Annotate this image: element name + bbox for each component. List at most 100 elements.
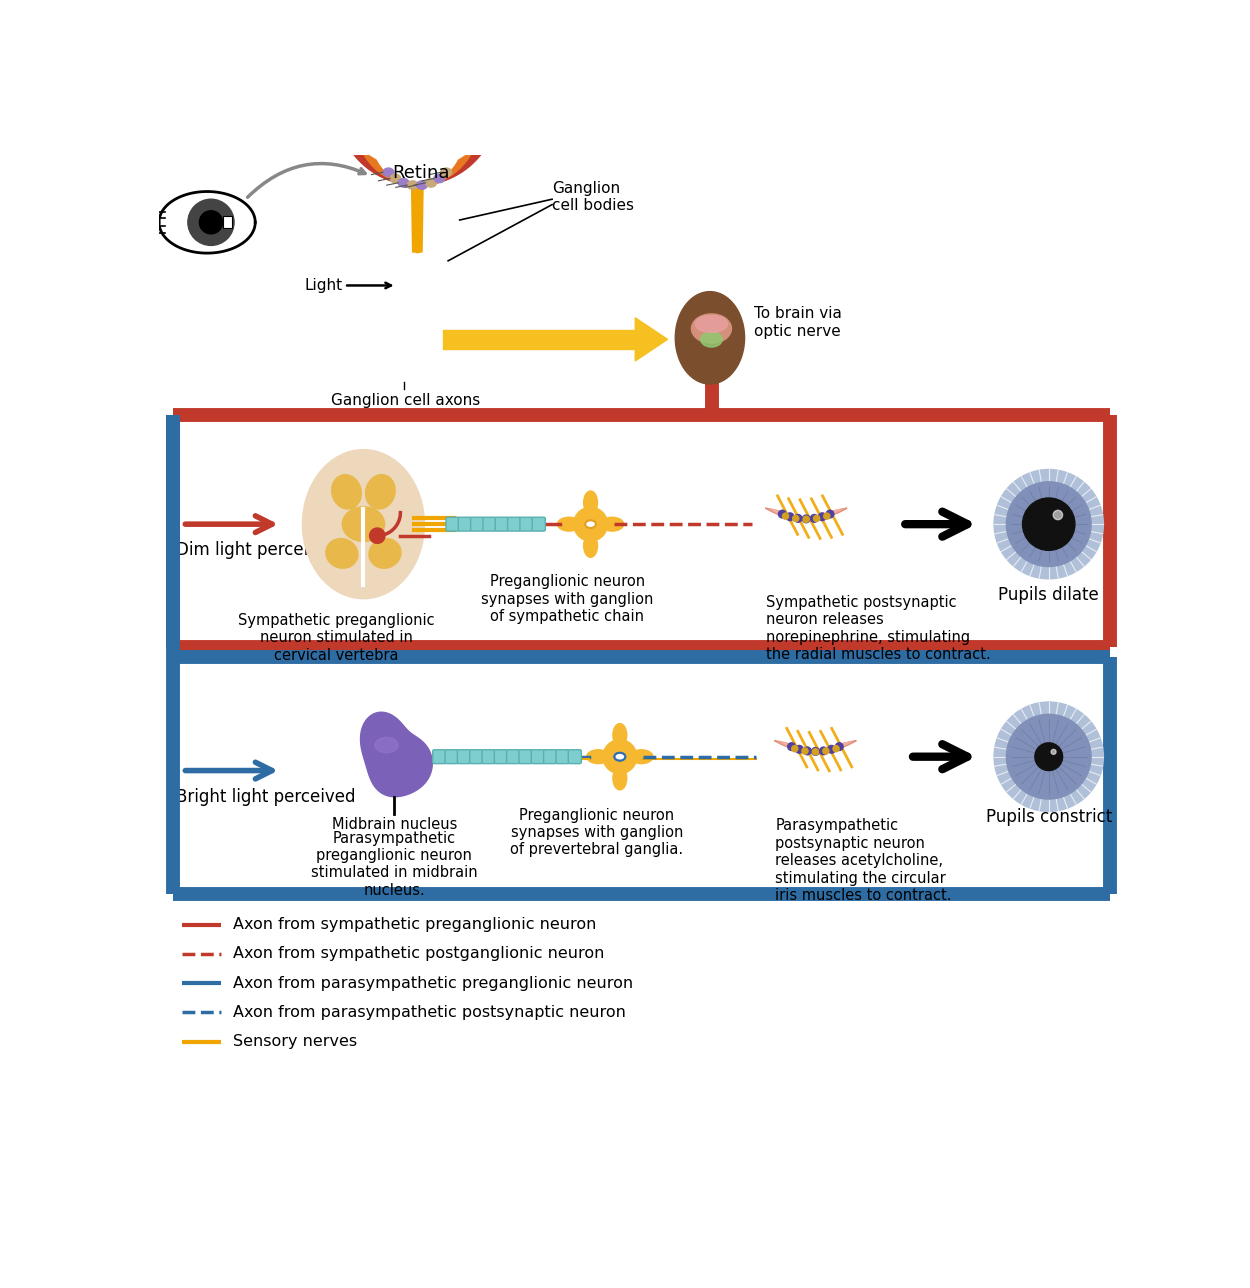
Text: Sensory nerves: Sensory nerves [232, 1034, 356, 1050]
Circle shape [574, 507, 608, 541]
Bar [222, 216, 231, 228]
Text: Pupils dilate: Pupils dilate [999, 586, 1099, 604]
Circle shape [782, 513, 789, 519]
Circle shape [370, 528, 385, 544]
Circle shape [792, 515, 799, 522]
Circle shape [814, 515, 820, 522]
Circle shape [994, 702, 1104, 811]
Text: Axon from parasympathetic postsynaptic neuron: Axon from parasympathetic postsynaptic n… [232, 1005, 625, 1020]
FancyBboxPatch shape [470, 518, 484, 531]
Ellipse shape [342, 507, 385, 541]
Text: Sympathetic postsynaptic
neuron releases
norepinephrine, stimulating
the radial : Sympathetic postsynaptic neuron releases… [766, 595, 991, 662]
Circle shape [1006, 715, 1091, 799]
FancyBboxPatch shape [544, 750, 556, 764]
Circle shape [200, 211, 222, 234]
Ellipse shape [701, 331, 722, 346]
Ellipse shape [600, 518, 624, 531]
Circle shape [812, 748, 819, 755]
Ellipse shape [399, 179, 409, 187]
FancyBboxPatch shape [495, 518, 509, 531]
Circle shape [788, 743, 795, 751]
Circle shape [824, 513, 830, 519]
Circle shape [791, 746, 798, 752]
Text: Light: Light [305, 278, 343, 292]
Circle shape [819, 513, 826, 520]
Ellipse shape [416, 180, 428, 189]
Text: Ganglion
cell bodies: Ganglion cell bodies [552, 180, 634, 213]
Polygon shape [345, 142, 490, 185]
Circle shape [794, 514, 802, 522]
Ellipse shape [441, 167, 451, 176]
Ellipse shape [369, 538, 401, 568]
Text: Axon from parasympathetic preganglionic neuron: Axon from parasympathetic preganglionic … [232, 975, 632, 990]
Ellipse shape [326, 538, 357, 568]
Ellipse shape [584, 491, 598, 514]
Ellipse shape [612, 724, 626, 747]
Circle shape [1051, 750, 1056, 755]
Circle shape [802, 748, 808, 753]
FancyBboxPatch shape [470, 750, 482, 764]
FancyBboxPatch shape [482, 750, 495, 764]
FancyBboxPatch shape [482, 518, 496, 531]
Circle shape [835, 743, 842, 751]
FancyBboxPatch shape [531, 750, 545, 764]
Ellipse shape [365, 475, 395, 509]
Circle shape [802, 516, 809, 523]
Ellipse shape [584, 535, 598, 558]
Text: Parasympathetic
postsynaptic neuron
releases acetylcholine,
stimulating the circ: Parasympathetic postsynaptic neuron rele… [775, 818, 952, 903]
Circle shape [820, 747, 828, 755]
Ellipse shape [331, 475, 361, 509]
FancyBboxPatch shape [506, 750, 520, 764]
FancyBboxPatch shape [569, 750, 581, 764]
Text: Bright light perceived: Bright light perceived [176, 787, 356, 805]
Ellipse shape [691, 314, 731, 343]
Text: Ganglion cell axons: Ganglion cell axons [331, 393, 480, 408]
Circle shape [786, 513, 794, 520]
Circle shape [811, 747, 819, 755]
FancyBboxPatch shape [508, 518, 521, 531]
Ellipse shape [434, 174, 445, 183]
Circle shape [828, 746, 835, 753]
Polygon shape [769, 509, 844, 519]
Circle shape [779, 510, 786, 518]
Ellipse shape [558, 518, 580, 531]
Ellipse shape [695, 316, 728, 332]
Polygon shape [635, 318, 668, 361]
Ellipse shape [586, 750, 610, 764]
Text: Preganglionic neuron
synapses with ganglion
of prevertebral ganglia.: Preganglionic neuron synapses with gangl… [510, 808, 684, 858]
Ellipse shape [615, 753, 625, 760]
Ellipse shape [408, 180, 418, 189]
Text: Retina: Retina [392, 164, 450, 182]
FancyBboxPatch shape [520, 518, 532, 531]
Ellipse shape [375, 738, 398, 753]
Ellipse shape [159, 192, 255, 254]
Circle shape [188, 200, 234, 246]
FancyBboxPatch shape [532, 518, 545, 531]
Text: Sympathetic preganglionic
neuron stimulated in
cervical vertebra: Sympathetic preganglionic neuron stimula… [239, 613, 435, 662]
FancyBboxPatch shape [556, 750, 569, 764]
Circle shape [804, 747, 811, 755]
FancyBboxPatch shape [519, 750, 532, 764]
Circle shape [994, 470, 1104, 578]
Polygon shape [675, 291, 745, 384]
Ellipse shape [630, 750, 652, 764]
FancyBboxPatch shape [459, 518, 471, 531]
Text: Axon from sympathetic postganglionic neuron: Axon from sympathetic postganglionic neu… [232, 947, 604, 961]
FancyBboxPatch shape [432, 750, 446, 764]
Ellipse shape [612, 766, 626, 790]
Ellipse shape [302, 450, 425, 599]
Text: Pupils constrict: Pupils constrict [985, 808, 1111, 826]
Text: Parasympathetic
preganglionic neuron
stimulated in midbrain
nucleus.: Parasympathetic preganglionic neuron sti… [311, 831, 478, 898]
FancyBboxPatch shape [458, 750, 470, 764]
Circle shape [810, 514, 819, 522]
Ellipse shape [426, 179, 436, 187]
Circle shape [602, 739, 636, 774]
Circle shape [795, 746, 802, 753]
Circle shape [1054, 510, 1062, 520]
Polygon shape [442, 330, 636, 349]
Circle shape [826, 510, 834, 518]
Polygon shape [779, 742, 853, 752]
FancyBboxPatch shape [445, 750, 459, 764]
Polygon shape [362, 152, 472, 185]
Polygon shape [360, 712, 432, 797]
